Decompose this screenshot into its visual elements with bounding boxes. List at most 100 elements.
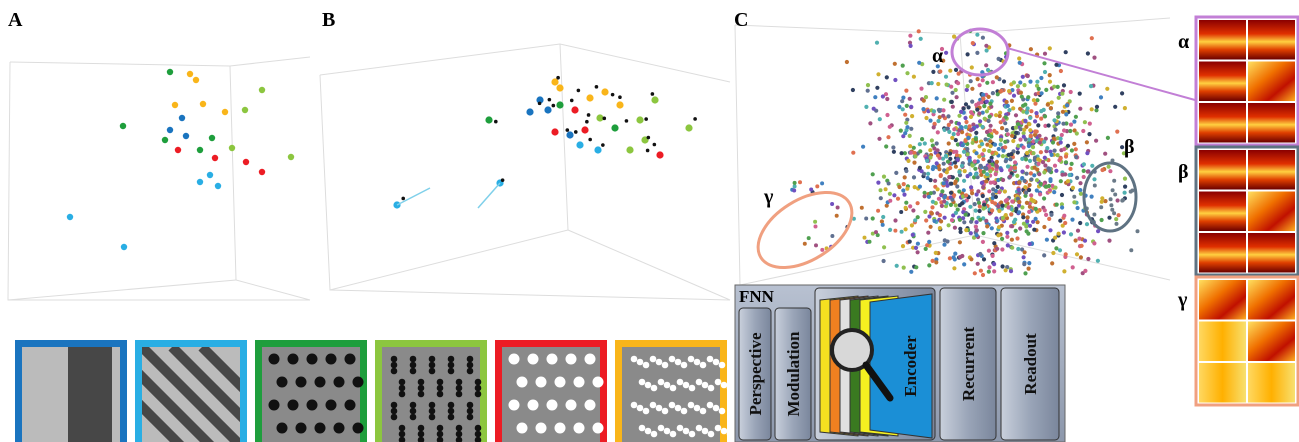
module-label: Readout: [1021, 333, 1040, 395]
pattern-dot: [466, 355, 474, 363]
scatter-dot: [947, 175, 952, 180]
scatter-dot: [932, 121, 937, 126]
scatter-dot: [1001, 118, 1006, 123]
scatter-dot: [1087, 121, 1092, 126]
scatter-dot: [1004, 99, 1009, 105]
scatter-dot: [1054, 168, 1059, 173]
scatter-dot: [981, 157, 986, 162]
scatter-dot: [990, 80, 996, 85]
scatter-dot: [951, 132, 956, 137]
scatter-dot: [988, 123, 993, 128]
scatter-dot: [1024, 171, 1029, 176]
scatter-dot: [645, 148, 650, 153]
scatter-dot: [1044, 212, 1049, 217]
scatter-dot: [989, 226, 994, 231]
scatter-dot: [945, 183, 950, 188]
pattern-dot: [417, 384, 425, 392]
scatter-dot: [969, 110, 974, 115]
scatter-dot: [652, 142, 657, 147]
scatter-dot: [990, 253, 995, 258]
scatter-dot: [881, 258, 886, 264]
scatter-dot: [936, 196, 942, 201]
scatter-dot: [966, 135, 971, 141]
scatter-dot: [967, 124, 972, 129]
scatter-dot: [1022, 83, 1027, 88]
scatter-dot: [978, 268, 984, 273]
scatter-dot: [1058, 140, 1063, 145]
scatter-dot: [1094, 108, 1099, 113]
scatter-dot: [1112, 211, 1117, 216]
scatter-dot: [996, 56, 1001, 62]
scatter-dot: [938, 173, 943, 179]
scatter-dot: [865, 83, 871, 88]
scatter-dot: [571, 106, 579, 114]
scatter-dot: [927, 214, 932, 219]
scatter-dot: [1122, 190, 1127, 195]
scatter-dot: [1025, 106, 1030, 111]
pattern-dot: [638, 378, 646, 386]
scatter-dot: [1017, 56, 1022, 61]
scatter-dot: [1051, 136, 1056, 141]
scatter-dot: [927, 263, 932, 268]
scatter-dot: [913, 218, 918, 223]
pattern-dot: [390, 355, 398, 363]
scatter-dot: [876, 208, 881, 213]
scatter-dot: [1087, 132, 1092, 137]
scatter-dot: [1015, 150, 1020, 155]
scatter-dot: [1045, 102, 1050, 107]
pattern-dot: [344, 399, 356, 411]
scatter-dot: [959, 163, 965, 168]
scatter-dot: [1021, 131, 1026, 136]
scatter-dot: [1022, 178, 1027, 183]
cluster-label: β: [1124, 136, 1135, 158]
scatter-dot: [948, 190, 954, 195]
scatter-dot: [979, 172, 984, 177]
scatter-dot: [1036, 161, 1041, 166]
scatter-dot: [975, 159, 980, 164]
scatter-dot: [1057, 248, 1063, 253]
scatter-dot: [1024, 190, 1029, 195]
scatter-dot: [951, 213, 956, 218]
scatter-dot: [1054, 62, 1059, 67]
scatter-dot: [1027, 182, 1032, 188]
pattern-dot: [695, 424, 703, 432]
scatter-dot: [585, 119, 589, 124]
scatter-dot: [980, 35, 986, 40]
scatter-dot: [910, 114, 915, 119]
scatter-dot: [893, 77, 898, 83]
scatter-dot: [908, 33, 913, 38]
pattern-dot: [398, 430, 406, 438]
scatter-dot: [902, 192, 907, 197]
scatter-dot: [1018, 80, 1023, 85]
scatter-dot: [1001, 79, 1007, 84]
pattern-dot: [436, 424, 444, 432]
scatter-dot: [996, 225, 1002, 230]
heatmap-label: β: [1178, 161, 1189, 183]
scatter-dot: [1001, 148, 1006, 153]
scatter-dot: [997, 113, 1002, 119]
scatter-dot: [1005, 234, 1010, 239]
module-label: Perspective: [746, 332, 765, 416]
pattern-dot: [712, 404, 720, 412]
scatter-dot: [926, 171, 931, 176]
scatter-dot: [813, 219, 818, 224]
scatter-dot: [953, 210, 959, 215]
heatmap-tile: [1199, 321, 1246, 361]
scatter-dot: [923, 95, 929, 100]
scatter-dot: [977, 208, 982, 214]
scatter-dot: [586, 94, 594, 102]
scatter-dot: [569, 98, 574, 103]
scatter-dot: [989, 134, 994, 139]
pattern-dot: [417, 424, 425, 432]
pattern-dot: [701, 427, 709, 435]
scatter-dot: [883, 187, 888, 192]
cluster-label: α: [932, 45, 943, 67]
scatter-dot: [980, 124, 985, 130]
scatter-dot: [954, 153, 960, 158]
scatter-dot: [946, 141, 951, 146]
scatter-dot: [1052, 148, 1057, 153]
scatter-dot: [870, 172, 875, 177]
pattern-dot: [718, 361, 726, 369]
scatter-dot: [1100, 196, 1105, 201]
